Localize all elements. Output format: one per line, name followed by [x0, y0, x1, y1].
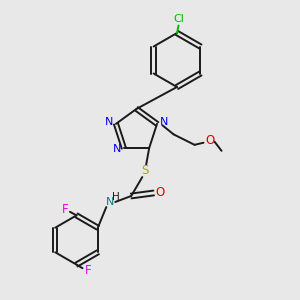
Text: N: N [105, 117, 113, 127]
Text: F: F [62, 203, 68, 216]
Text: Cl: Cl [173, 14, 184, 25]
Text: H: H [112, 192, 120, 202]
Text: S: S [141, 164, 148, 177]
Text: N: N [106, 197, 114, 207]
Text: N: N [160, 117, 168, 127]
Text: O: O [156, 187, 165, 200]
Text: O: O [206, 134, 215, 147]
Text: N: N [113, 145, 122, 154]
Text: F: F [85, 264, 91, 277]
